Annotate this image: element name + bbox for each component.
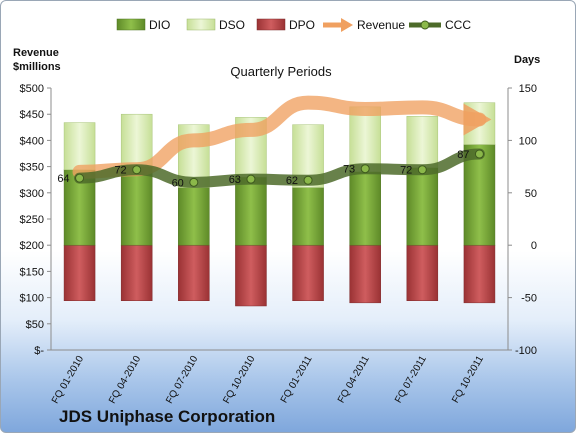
legend-swatch-dio xyxy=(116,18,146,31)
bar-dpo xyxy=(235,244,267,307)
right-tick-label: -100 xyxy=(515,345,537,357)
bar-dio xyxy=(235,176,267,246)
legend-label-dso: DSO xyxy=(219,18,245,32)
left-tick-label: $300 xyxy=(20,188,44,200)
chart-title: Quarterly Periods xyxy=(230,64,332,79)
left-tick-label: $150 xyxy=(20,266,44,278)
bar-dpo xyxy=(349,244,381,304)
right-tick-label: -50 xyxy=(521,293,537,305)
bar-dio xyxy=(463,144,496,246)
left-tick-label: $500 xyxy=(20,83,44,95)
company-name: JDS Uniphase Corporation xyxy=(59,407,275,426)
bar-dpo xyxy=(178,244,210,301)
legend-swatch-ccc xyxy=(409,20,441,30)
left-axis-title-line2: $millions xyxy=(13,61,61,73)
ccc-point xyxy=(303,175,313,185)
left-axis-title-line1: Revenue xyxy=(13,47,59,59)
ccc-data-label: 63 xyxy=(229,174,241,186)
axis-ticks: $- $50 $100 $150 $200 $250 $300 $350 $400 $450 $50… xyxy=(20,83,537,357)
ccc-point xyxy=(474,149,484,159)
bar-dpo xyxy=(63,244,96,301)
left-tick-label: $50 xyxy=(26,319,44,331)
x-tick-label: FQ 07-2010 xyxy=(164,354,200,406)
legend-swatch-dpo xyxy=(256,18,286,31)
bar-dso xyxy=(349,106,381,173)
bar-dso xyxy=(406,116,439,168)
left-tick-label: $350 xyxy=(20,162,44,174)
left-tick-label: $400 xyxy=(20,135,44,147)
legend: DIO DSO DPO Revenue CCC xyxy=(116,18,471,32)
bar-dpo xyxy=(292,244,324,301)
bar-dpo xyxy=(120,244,153,301)
bar-dpo xyxy=(463,244,496,304)
legend-label-dio: DIO xyxy=(149,18,170,32)
bar-dso xyxy=(63,122,96,170)
ccc-data-label: 73 xyxy=(343,164,355,176)
right-tick-label: 100 xyxy=(519,135,537,147)
right-tick-label: 150 xyxy=(519,83,537,95)
ccc-point xyxy=(360,164,370,174)
bar-dio xyxy=(349,171,381,246)
bar-dio xyxy=(292,187,324,246)
legend-label-revenue: Revenue xyxy=(357,18,405,32)
ccc-line: 64 72 60 63 62 73 72 87 xyxy=(57,148,485,189)
bar-dso xyxy=(120,113,153,167)
x-tick-label: FQ 10-2011 xyxy=(450,354,486,405)
left-tick-label: $- xyxy=(34,345,44,357)
ccc-data-label: 72 xyxy=(400,165,412,177)
ccc-point xyxy=(132,165,142,175)
ccc-point xyxy=(417,165,427,175)
left-tick-label: $450 xyxy=(20,109,44,121)
bar-dio xyxy=(178,187,210,246)
right-axis-title: Days xyxy=(514,54,540,66)
x-tick-labels: FQ 01-2010 FQ 04-2010 FQ 07-2010 FQ 10-2010… xyxy=(50,354,486,406)
ccc-data-label: 72 xyxy=(114,165,126,177)
x-tick-label: FQ 04-2011 xyxy=(336,354,372,405)
bar-dio xyxy=(406,167,439,246)
ccc-data-label: 62 xyxy=(286,175,298,187)
ccc-point xyxy=(189,177,199,187)
left-tick-label: $250 xyxy=(20,214,44,226)
legend-swatch-revenue xyxy=(323,18,353,32)
legend-label-dpo: DPO xyxy=(289,18,315,32)
x-tick-label: FQ 01-2010 xyxy=(50,354,86,406)
bar-dio xyxy=(120,166,153,246)
revenue-arrowhead xyxy=(463,103,492,136)
ccc-data-label: 64 xyxy=(57,173,69,185)
bar-dpo xyxy=(406,244,439,301)
ccc-data-label: 87 xyxy=(457,149,469,161)
left-tick-label: $100 xyxy=(20,293,44,305)
legend-label-ccc: CCC xyxy=(445,18,471,32)
x-tick-label: FQ 07-2011 xyxy=(393,354,429,405)
ccc-data-label: 60 xyxy=(172,177,184,189)
legend-swatch-dso xyxy=(186,18,216,31)
ccc-point xyxy=(75,173,85,183)
left-tick-label: $200 xyxy=(20,240,44,252)
x-tick-label: FQ 04-2010 xyxy=(107,354,143,406)
x-tick-label: FQ 10-2010 xyxy=(221,354,257,406)
right-tick-label: 0 xyxy=(531,240,537,252)
x-tick-label: FQ 01-2011 xyxy=(279,354,315,405)
ccc-point xyxy=(246,174,256,184)
bars xyxy=(63,102,496,307)
right-tick-label: 50 xyxy=(525,188,537,200)
